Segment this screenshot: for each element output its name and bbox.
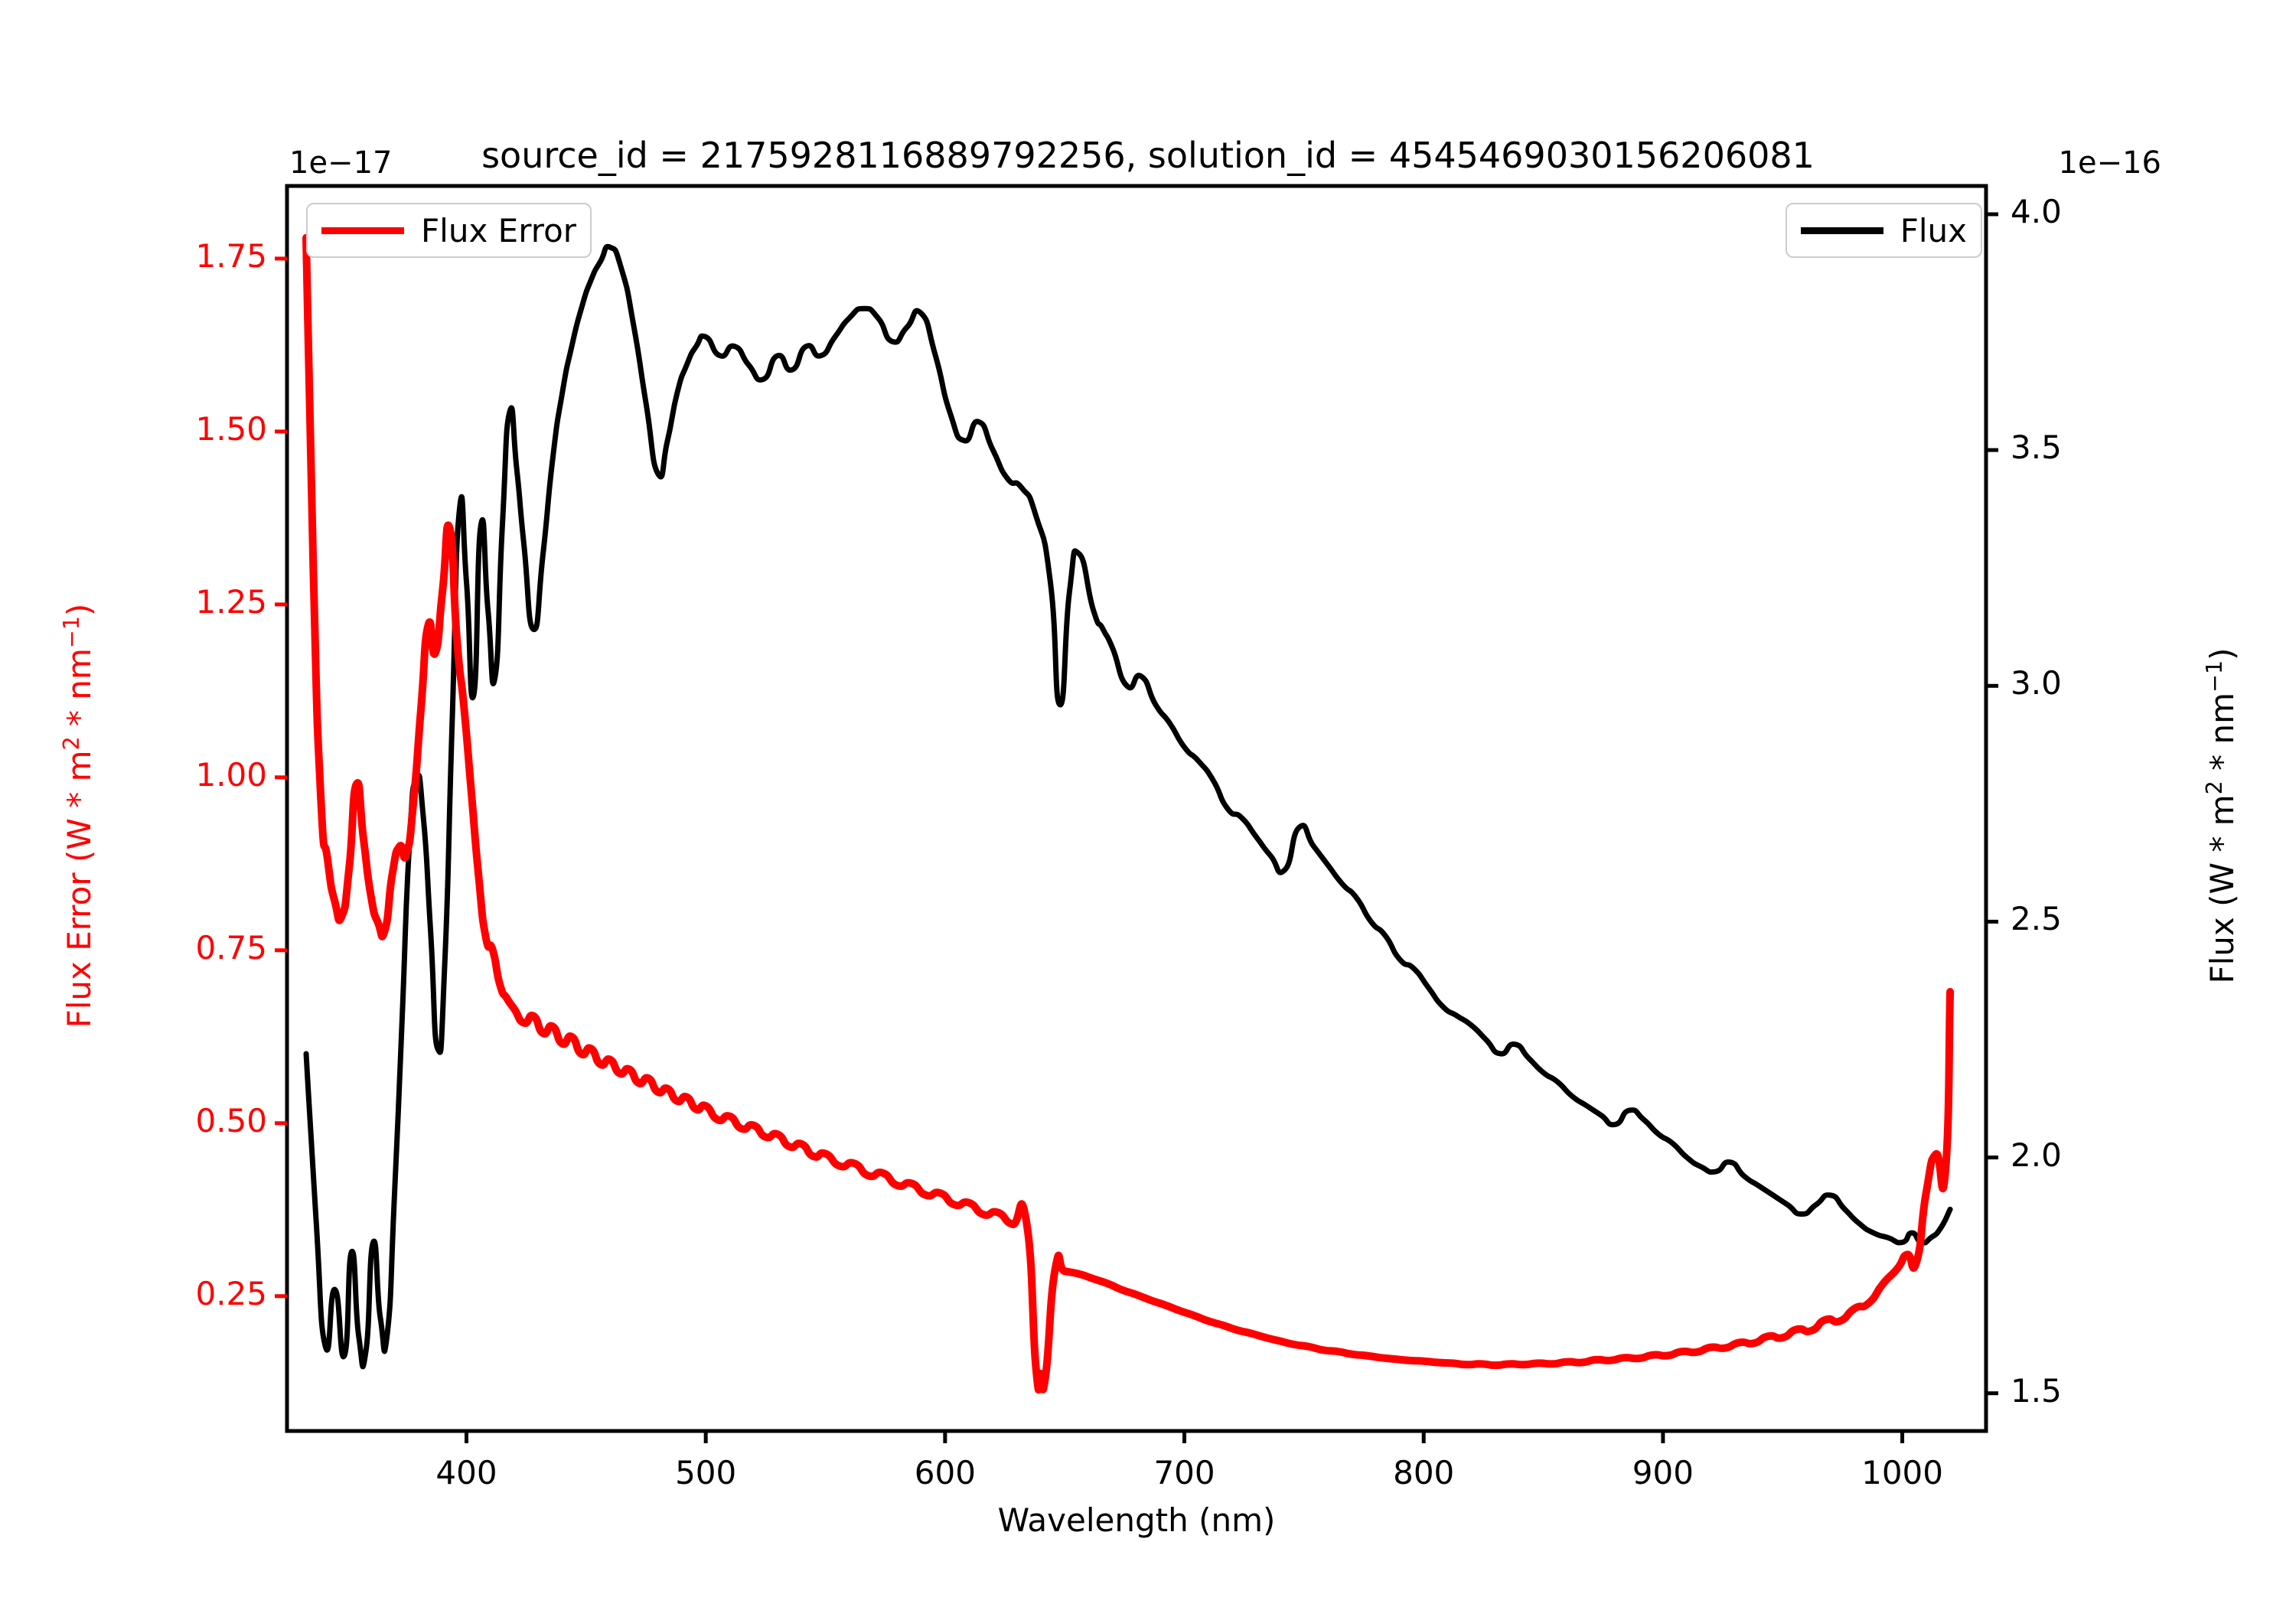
legend-flux-error-label: Flux Error <box>421 211 577 249</box>
flux-error-line-swatch <box>321 227 404 234</box>
x-tick-label: 500 <box>675 1454 737 1491</box>
legend-flux-label: Flux <box>1900 211 1967 249</box>
left-axis-offset-text: 1e−17 <box>289 145 393 181</box>
x-axis-label: Wavelength (nm) <box>997 1501 1276 1539</box>
left-tick-label: 1.25 <box>195 582 267 621</box>
axes-frame <box>285 184 1988 1433</box>
left-tick-marks <box>275 256 287 1299</box>
flux-line-swatch <box>1800 227 1883 234</box>
left-tick-label: 0.75 <box>195 928 267 966</box>
left-tick-label: 1.00 <box>195 755 267 794</box>
x-tick-label: 600 <box>914 1454 976 1491</box>
right-tick-marks <box>1986 212 1998 1396</box>
left-tick-label: 1.50 <box>195 409 267 448</box>
legend-flux[interactable]: Flux <box>1785 203 1982 258</box>
right-tick-label: 1.5 <box>2011 1371 2062 1410</box>
x-tick-label: 800 <box>1393 1454 1455 1491</box>
right-tick-label: 3.0 <box>2011 664 2062 702</box>
right-tick-label: 4.0 <box>2011 192 2062 230</box>
x-tick-label: 900 <box>1632 1454 1694 1491</box>
right-tick-label: 2.0 <box>2011 1136 2062 1174</box>
x-tick-marks <box>465 1431 1905 1443</box>
right-tick-label: 2.5 <box>2011 900 2062 938</box>
x-tick-label: 700 <box>1153 1454 1215 1491</box>
flux-line <box>303 243 1953 1370</box>
x-tick-label: 400 <box>435 1454 497 1491</box>
left-tick-label: 1.75 <box>195 236 267 275</box>
x-tick-label: 1000 <box>1861 1454 1943 1491</box>
page-title: source_id = 2175928116889792256, solutio… <box>481 135 1815 176</box>
flux-error-line <box>302 233 1955 1394</box>
right-tick-label: 3.5 <box>2011 429 2062 467</box>
data-curves <box>302 233 1955 1394</box>
right-axis-offset-text: 1e−16 <box>2058 145 2161 181</box>
legend-flux-error[interactable]: Flux Error <box>306 203 592 258</box>
left-tick-label: 0.25 <box>195 1274 267 1312</box>
left-tick-label: 0.50 <box>195 1101 267 1139</box>
